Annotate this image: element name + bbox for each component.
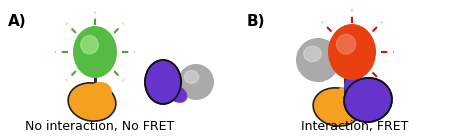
Ellipse shape	[333, 87, 357, 107]
Ellipse shape	[296, 38, 340, 82]
Ellipse shape	[167, 85, 187, 103]
Text: Interaction, FRET: Interaction, FRET	[301, 120, 409, 133]
Ellipse shape	[304, 46, 321, 62]
Ellipse shape	[145, 60, 181, 104]
Ellipse shape	[344, 78, 392, 122]
Ellipse shape	[81, 36, 98, 54]
Ellipse shape	[328, 24, 376, 80]
Text: A): A)	[8, 14, 27, 29]
Ellipse shape	[88, 82, 112, 102]
Ellipse shape	[68, 83, 116, 121]
Ellipse shape	[313, 88, 361, 126]
Ellipse shape	[178, 64, 214, 100]
Ellipse shape	[337, 34, 356, 54]
Text: No interaction, No FRET: No interaction, No FRET	[26, 120, 174, 133]
Ellipse shape	[344, 76, 368, 96]
Ellipse shape	[184, 71, 199, 83]
Ellipse shape	[73, 26, 117, 78]
Text: B): B)	[247, 14, 265, 29]
